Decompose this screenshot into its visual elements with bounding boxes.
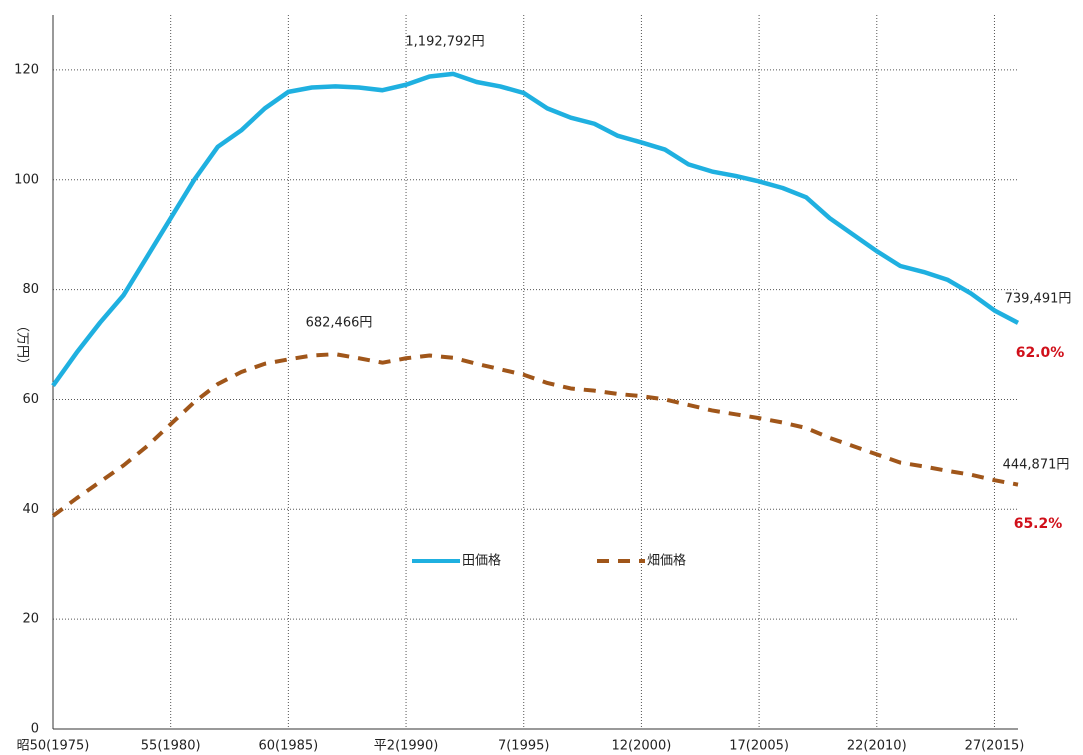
y-axis-label: （万円） <box>15 319 30 371</box>
line <box>51 71 1020 388</box>
annotation: 739,491円 <box>1005 292 1072 307</box>
y-tick-label: 100 <box>14 172 39 187</box>
annotation: 444,871円 <box>1003 458 1070 473</box>
y-tick-label: 60 <box>22 392 39 407</box>
x-tick-label: 60(1985) <box>258 739 318 754</box>
y-tick-label: 0 <box>31 722 39 737</box>
x-tick-label: 17(2005) <box>729 739 789 754</box>
legend-label: 田価格 <box>462 553 501 569</box>
x-tick-label: 昭50(1975) <box>17 739 90 754</box>
y-tick-label: 40 <box>22 502 39 517</box>
x-tick-label: 55(1980) <box>141 739 201 754</box>
y-tick-label: 120 <box>14 62 39 77</box>
x-tick-label: 22(2010) <box>847 739 907 754</box>
x-tick-label: 27(2015) <box>965 739 1025 754</box>
legend-label: 畑価格 <box>647 553 686 569</box>
x-tick-label: 平2(1990) <box>374 739 439 754</box>
annotation: 682,466円 <box>306 316 373 331</box>
y-tick-label: 20 <box>22 612 39 627</box>
annotation: 65.2% <box>1014 516 1063 532</box>
y-tick-label: 80 <box>22 282 39 297</box>
x-tick-label: 7(1995) <box>498 739 550 754</box>
annotation: 62.0% <box>1016 345 1065 361</box>
x-tick-label: 12(2000) <box>612 739 672 754</box>
annotation: 1,192,792円 <box>405 35 484 50</box>
line <box>51 352 1019 518</box>
